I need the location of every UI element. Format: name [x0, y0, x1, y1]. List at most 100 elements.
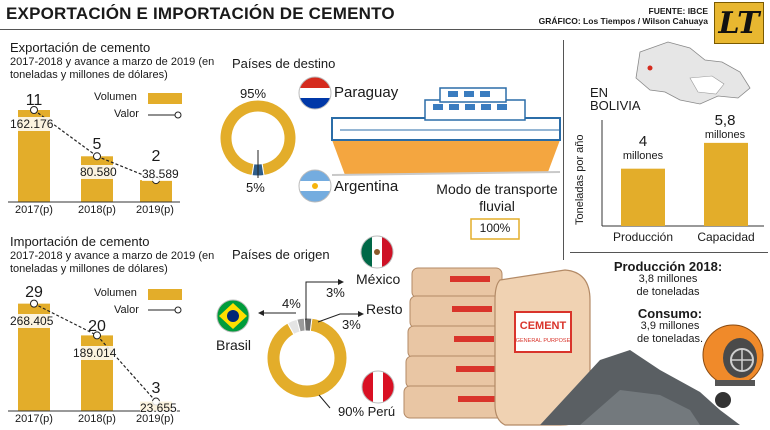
destination-paraguay-percent: 95%	[240, 86, 267, 101]
import-valor-2017: 29	[25, 284, 43, 301]
export-valor-2019: 2	[151, 148, 161, 165]
bag-label-cement: CEMENT	[520, 320, 567, 332]
bolivia-capacity-number: 5,8	[714, 112, 736, 129]
export-valor-line-segment	[96, 155, 157, 181]
destination-argentina-label: Argentina	[334, 178, 399, 195]
section-divider-horizontal	[570, 252, 768, 253]
bolivia-bar-producción	[621, 168, 665, 226]
page-title: EXPORTACIÓN E IMPORTACIÓN DE CEMENTO	[6, 4, 395, 23]
production-2018-value1: 3,8 millones	[638, 273, 698, 285]
import-valor-point	[30, 299, 38, 308]
bolivia-capacity-unit: millones	[704, 129, 746, 141]
origin-title: Países de origen	[232, 247, 330, 262]
bolivia-production-number: 4	[638, 133, 648, 150]
import-volumen-2017: 268.405	[10, 314, 54, 328]
consumption-title: Consumo:	[637, 306, 703, 321]
bolivia-title: EN BOLIVIA	[590, 85, 641, 113]
transport-label-line1: Modo de transporte	[436, 181, 558, 197]
export-xlabel-2019: 2019(p)	[136, 204, 174, 216]
destination-paraguay-label: Paraguay	[334, 84, 399, 101]
export-valor-2018: 5	[92, 136, 102, 153]
import-legend-volumen-swatch	[148, 289, 182, 300]
import-xlabel-2019: 2019(p)	[136, 413, 174, 425]
destination-donut	[219, 99, 297, 177]
origin-slice-resto	[303, 317, 313, 332]
brasil-arrow-head	[258, 310, 264, 316]
export-valor-2017: 11	[25, 92, 43, 109]
source-credit: FUENTE: IBCE GRÁFICO: Los Tiempos / Wils…	[539, 6, 708, 26]
production-2018-value2: de toneladas	[636, 286, 700, 298]
consumption-block: Consumo: 3,9 millones de toneladas.	[600, 307, 740, 346]
transport-label: Modo de transporte fluvial	[422, 181, 572, 215]
origin-mexico-percent: 3%	[326, 285, 345, 300]
import-legend-valor-marker	[174, 306, 182, 314]
mexico-arrow-head	[338, 279, 344, 285]
cement-mixer-illustration	[702, 324, 764, 408]
export-valor-line-segment	[33, 109, 98, 157]
origin-slice-perú	[266, 317, 348, 399]
import-title: Importación de cemento	[10, 234, 150, 249]
peru-flag-icon	[361, 370, 395, 404]
import-valor-2018: 20	[88, 318, 106, 335]
cement-bags-illustration: CEMENT GENERAL PURPOSE	[403, 267, 740, 426]
bolivia-capacity-value: 5,8 millones	[690, 112, 760, 142]
argentina-flag-icon	[298, 169, 332, 203]
header-divider	[0, 29, 700, 30]
mexico-flag-icon	[360, 235, 394, 269]
peru-arrow	[318, 394, 331, 409]
transport-percent: 100%	[479, 221, 511, 235]
production-2018-title: Producción 2018:	[613, 259, 723, 274]
transport-label-line2: fluvial	[479, 198, 515, 214]
consumption-value1: 3,9 millones	[640, 320, 700, 332]
export-volumen-2017: 162.176	[10, 117, 54, 131]
export-bar-2019p	[140, 180, 172, 202]
export-subtitle: 2017-2018 y avance a marzo de 2019 (en t…	[10, 56, 215, 81]
import-xlabel-2018: 2018(p)	[78, 413, 116, 425]
import-valor-line-segment	[33, 303, 98, 336]
production-2018-block: Producción 2018: 3,8 millones de tonelad…	[588, 260, 748, 299]
export-valor-point	[93, 152, 101, 161]
consumption-value2: de toneladas.	[636, 333, 704, 345]
bag-label-general: GENERAL PURPOSE	[516, 338, 571, 344]
import-valor-point	[93, 331, 101, 340]
import-xlabel-2017: 2017(p)	[15, 413, 53, 425]
bolivia-chart	[601, 120, 764, 227]
origin-brasil-label: Brasil	[216, 337, 252, 353]
export-legend-valor-marker	[174, 111, 182, 119]
bolivia-production-value: 4 millones	[608, 133, 678, 163]
destination-slice-paraguay	[219, 99, 297, 177]
graphic-credit-text: GRÁFICO: Los Tiempos / Wilson Cahuaya	[538, 16, 708, 26]
export-legend-valor-label: Valor	[114, 108, 139, 120]
import-valor-2019: 3	[151, 380, 161, 397]
bolivia-map-illustration	[635, 41, 751, 105]
bolivia-ylabel: Toneladas por año	[574, 134, 586, 225]
origin-mexico-label: México	[356, 271, 401, 287]
lt-logo-text: LT	[718, 5, 760, 41]
export-title: Exportación de cemento	[10, 40, 151, 55]
source-text: FUENTE: IBCE	[648, 6, 709, 16]
origin-brasil-percent: 4%	[282, 296, 301, 311]
origin-peru-label: 90% Perú	[338, 404, 396, 419]
export-volumen-2018: 80.580	[80, 165, 117, 179]
import-volumen-2018: 189.014	[73, 346, 117, 360]
transport-badge	[470, 218, 520, 240]
bolivia-bar-capacidad	[704, 142, 748, 226]
bolivia-xlabel-produccion: Producción	[612, 230, 674, 244]
export-volumen-2019: 38.589	[142, 167, 179, 181]
section-divider-vertical	[563, 40, 564, 260]
resto-arrow	[317, 313, 360, 323]
origin-resto-label: Resto	[366, 301, 403, 317]
destination-title: Países de destino	[232, 56, 336, 71]
origin-donut	[266, 317, 348, 399]
lt-logo: LT	[714, 2, 764, 44]
bolivia-production-unit: millones	[622, 150, 664, 162]
import-legend-valor-label: Valor	[114, 304, 139, 316]
export-bar-2018p	[81, 156, 113, 202]
export-xlabel-2017: 2017(p)	[15, 204, 53, 216]
mexico-arrow	[305, 281, 340, 320]
paraguay-flag-icon	[298, 76, 332, 110]
boat-illustration	[331, 87, 561, 176]
destination-argentina-percent: 5%	[246, 180, 265, 195]
origin-resto-percent: 3%	[342, 317, 361, 332]
brasil-flag-icon	[216, 299, 250, 333]
